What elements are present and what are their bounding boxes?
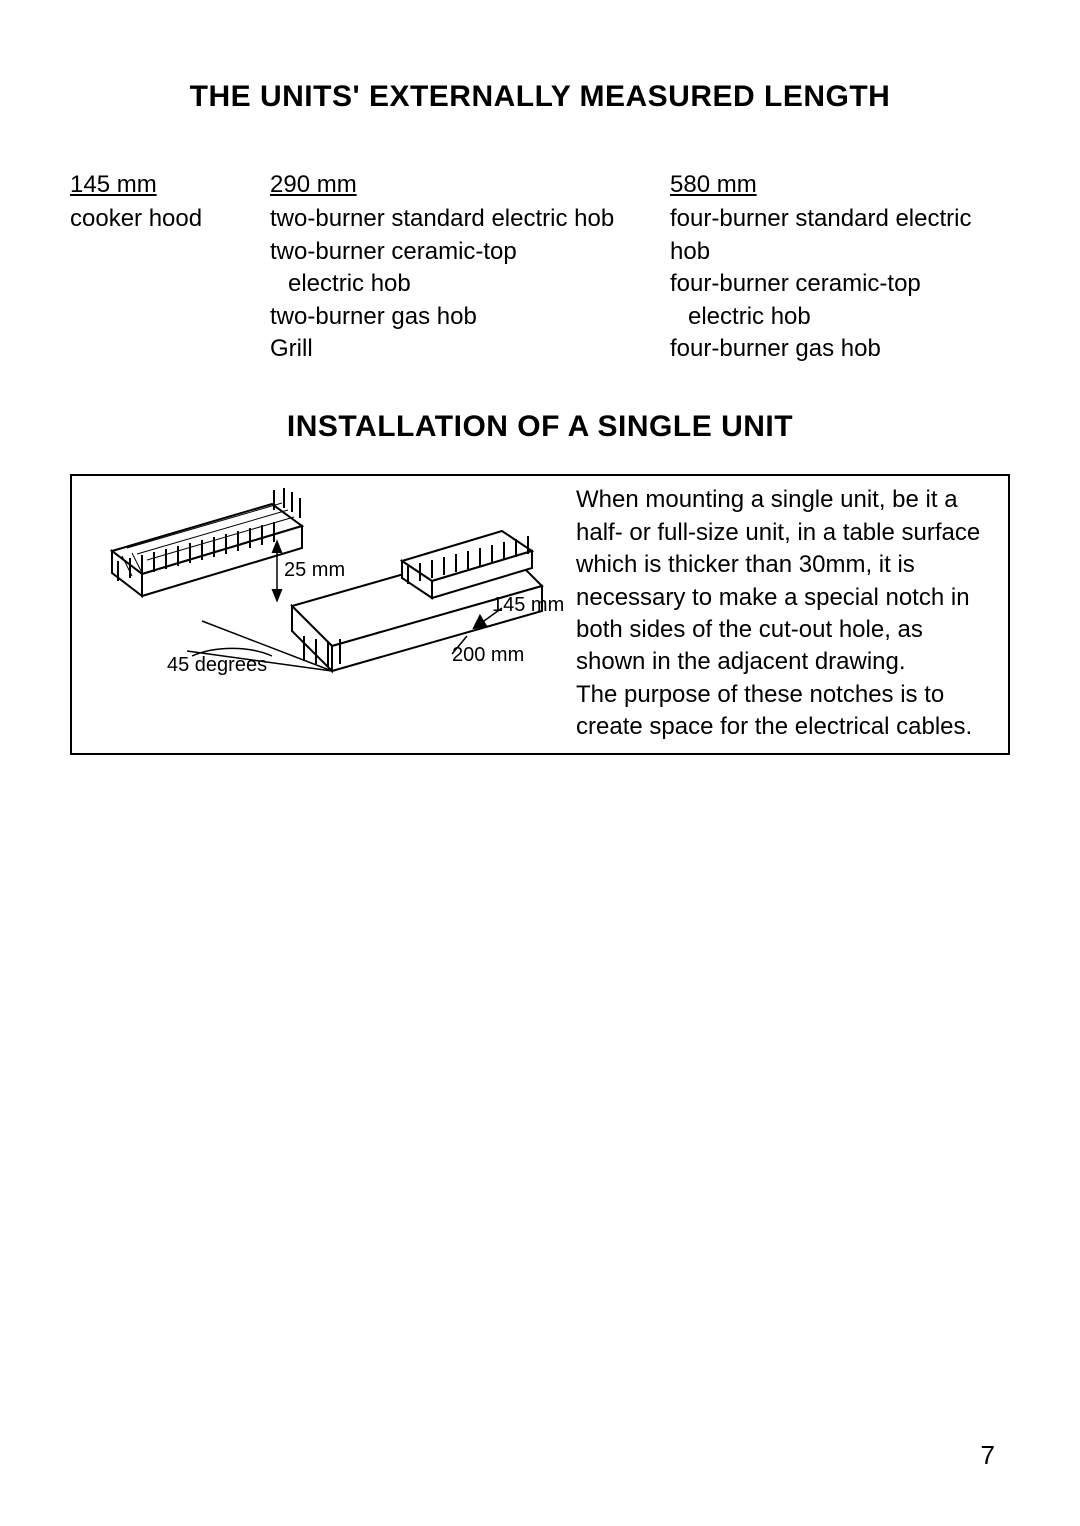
col-item: electric hob [670, 301, 1010, 333]
page-number: 7 [981, 1440, 995, 1471]
figure-box: 25 mm 145 mm 200 mm 45 degrees When moun… [70, 474, 1010, 755]
col-item: four-burner gas hob [670, 333, 1010, 365]
col-header: 290 mm [270, 169, 670, 201]
heading-installation: INSTALLATION OF A SINGLE UNIT [70, 410, 1010, 444]
col-290mm: 290 mm two-burner standard electric hob … [270, 169, 670, 365]
col-580mm: 580 mm four-burner standard electric hob… [670, 169, 1010, 365]
figure-description: When mounting a single unit, be it a hal… [572, 476, 1008, 753]
diagram: 25 mm 145 mm 200 mm 45 degrees [72, 476, 572, 753]
col-item: cooker hood [70, 203, 270, 235]
col-item: electric hob [270, 268, 670, 300]
col-item: four-burner ceramic-top [670, 268, 1010, 300]
heading-units-length: THE UNITS' EXTERNALLY MEASURED LENGTH [70, 80, 1010, 114]
label-45deg: 45 degrees [167, 654, 267, 676]
col-item: Grill [270, 333, 670, 365]
figure-text: When mounting a single unit, be it a hal… [576, 486, 980, 740]
col-item: two-burner gas hob [270, 301, 670, 333]
label-145mm: 145 mm [492, 594, 564, 616]
col-item: two-burner ceramic-top [270, 236, 670, 268]
col-item: two-burner standard electric hob [270, 203, 670, 235]
col-145mm: 145 mm cooker hood [70, 169, 270, 365]
length-table: 145 mm cooker hood 290 mm two-burner sta… [70, 169, 1010, 365]
col-item: four-burner standard electric hob [670, 203, 1010, 268]
notch-diagram-svg: 25 mm 145 mm 200 mm 45 degrees [72, 476, 572, 726]
col-header: 580 mm [670, 169, 1010, 201]
page: THE UNITS' EXTERNALLY MEASURED LENGTH 14… [0, 0, 1080, 1526]
label-200mm: 200 mm [452, 644, 524, 666]
label-25mm: 25 mm [284, 559, 345, 581]
col-header: 145 mm [70, 169, 270, 201]
